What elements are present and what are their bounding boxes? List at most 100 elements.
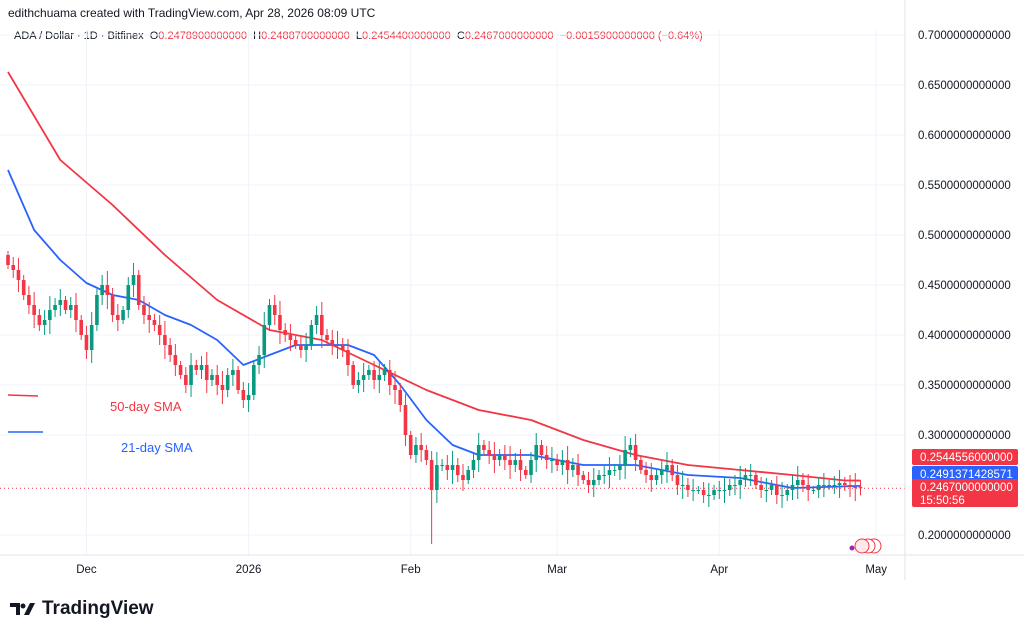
candle-body: [503, 455, 507, 460]
tradingview-logo-icon: [10, 603, 35, 615]
candle: [696, 486, 701, 494]
candle-body: [152, 320, 157, 325]
candle-body: [131, 275, 136, 285]
candle: [136, 270, 141, 310]
candle: [487, 441, 491, 464]
candle: [518, 449, 523, 481]
candle: [445, 455, 450, 480]
candle-body: [37, 315, 42, 325]
candle: [335, 331, 340, 359]
candle-body: [534, 445, 539, 460]
candle-body: [11, 265, 16, 270]
candle-body: [372, 370, 376, 380]
candle: [210, 369, 214, 386]
candle: [508, 446, 512, 479]
candle-body: [184, 375, 188, 385]
candle: [534, 433, 539, 472]
candle: [325, 329, 329, 346]
tradingview-logo[interactable]: TradingView: [10, 598, 154, 620]
candle: [795, 466, 800, 499]
candle: [157, 315, 162, 345]
candle-body: [722, 490, 727, 491]
candle-body: [16, 270, 21, 280]
candle: [654, 470, 659, 485]
candle-body: [576, 465, 580, 475]
candle: [204, 352, 209, 393]
candle: [560, 450, 565, 475]
y-tick-label: 0.6500000000000: [918, 80, 1011, 92]
symbol-name[interactable]: ADA / Dollar · 1D · Bitfinex: [14, 30, 144, 42]
candle-body: [320, 315, 324, 335]
candle: [340, 338, 345, 357]
candle-body: [701, 490, 706, 495]
candle: [95, 289, 99, 331]
candle-body: [612, 470, 617, 471]
candle: [393, 371, 397, 404]
candle: [27, 286, 31, 314]
price-tag: [912, 466, 1018, 482]
x-tick-label: 2026: [236, 564, 262, 576]
candle: [11, 257, 16, 278]
candle-body: [68, 305, 73, 310]
candle-body: [262, 325, 267, 355]
candle: [853, 473, 858, 502]
candle-body: [659, 470, 664, 475]
candle: [858, 480, 863, 496]
candle-body: [48, 310, 52, 320]
candle: [733, 475, 737, 495]
candle-body: [6, 255, 10, 265]
candle: [53, 298, 57, 317]
candle: [320, 302, 324, 348]
candle: [116, 304, 120, 331]
candle: [58, 289, 63, 316]
candle: [424, 445, 429, 465]
candle: [6, 251, 10, 269]
candle-body: [748, 475, 753, 476]
candle: [769, 480, 774, 495]
candle-body: [597, 475, 601, 480]
candle: [503, 445, 507, 470]
candle: [848, 475, 852, 497]
candle-body: [408, 435, 413, 455]
candle-body: [618, 465, 622, 470]
candle: [665, 452, 669, 483]
candle: [785, 484, 790, 501]
candle-body: [110, 295, 115, 315]
sma21-label: 21-day SMA: [121, 440, 193, 455]
candle-body: [482, 445, 486, 450]
candle-body: [733, 485, 737, 486]
candle: [639, 456, 643, 474]
candle: [476, 433, 481, 472]
candle: [712, 485, 716, 500]
candle: [89, 312, 94, 363]
candle: [372, 361, 376, 389]
candle: [126, 277, 131, 318]
candle-body: [267, 305, 272, 325]
candle-body: [691, 490, 695, 491]
candle: [686, 478, 690, 497]
candle: [304, 333, 308, 362]
candle: [32, 292, 36, 328]
y-tick-label: 0.4000000000000: [918, 330, 1011, 342]
candle-body: [822, 485, 826, 486]
candle: [361, 363, 366, 392]
candle-body: [508, 460, 512, 465]
events-icon[interactable]: [849, 538, 882, 554]
candle: [717, 481, 722, 499]
candle-body: [147, 315, 152, 320]
candle: [110, 288, 115, 322]
candle: [220, 371, 225, 404]
candle: [42, 310, 47, 335]
candle-body: [816, 485, 821, 490]
candle: [691, 479, 695, 501]
candle: [377, 362, 382, 393]
candle-body: [278, 315, 282, 330]
candle: [492, 442, 497, 473]
candle-body: [194, 365, 199, 370]
candle: [775, 476, 779, 504]
candle-body: [288, 335, 293, 340]
candle-body: [811, 490, 816, 491]
candle-body: [398, 390, 403, 405]
candle: [435, 452, 439, 503]
